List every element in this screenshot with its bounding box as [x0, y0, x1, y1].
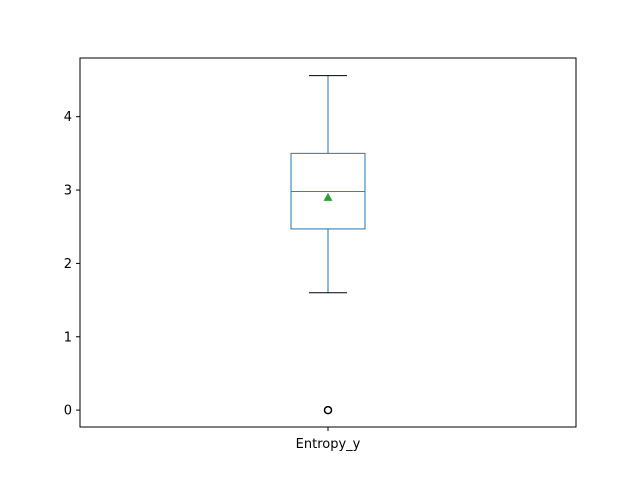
- box-series: [290, 75, 366, 415]
- y-tick-label: 4: [64, 110, 72, 125]
- outlier-point: [323, 405, 333, 415]
- axes-frame: [79, 57, 577, 428]
- y-tick-label: 3: [64, 184, 72, 199]
- plot-layer: [290, 75, 366, 415]
- mean-marker: [323, 192, 333, 201]
- y-tick-label: 0: [64, 404, 72, 419]
- x-tick-label: Entropy_y: [296, 437, 361, 452]
- x-axis-ticks: Entropy_y: [296, 427, 361, 452]
- y-tick-label: 2: [64, 257, 72, 272]
- y-tick-label: 1: [64, 330, 72, 345]
- y-axis-ticks: 0 1 2 3 4: [64, 110, 80, 419]
